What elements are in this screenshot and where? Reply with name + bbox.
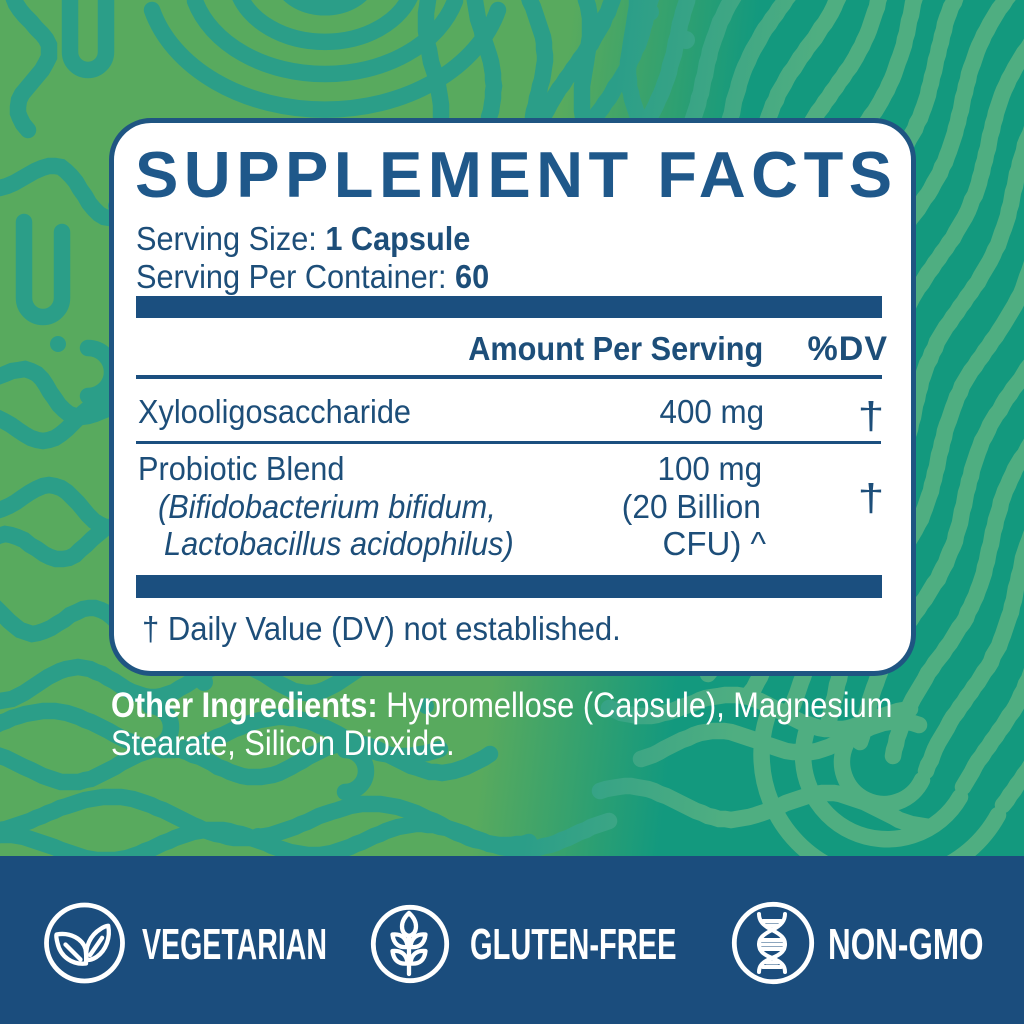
svg-text:VEGETARIAN: VEGETARIAN [142, 919, 327, 969]
svg-text:GLUTEN-FREE: GLUTEN-FREE [470, 919, 676, 969]
svg-text:NON-GMO: NON-GMO [828, 920, 983, 969]
